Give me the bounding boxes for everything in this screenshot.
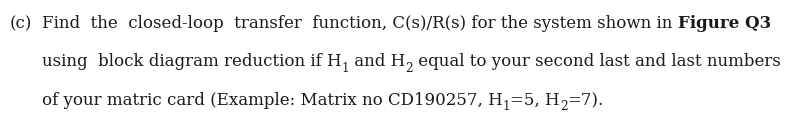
Text: (c): (c) — [10, 15, 33, 32]
Text: and H: and H — [349, 53, 406, 70]
Text: 2: 2 — [406, 61, 413, 74]
Text: =5, H: =5, H — [510, 92, 560, 109]
Text: of your matric card (Example: Matrix no CD190257, H: of your matric card (Example: Matrix no … — [42, 92, 503, 109]
Text: Figure Q3: Figure Q3 — [677, 15, 771, 32]
Text: equal to your second last and last numbers: equal to your second last and last numbe… — [413, 53, 781, 70]
Text: using  block diagram reduction if H: using block diagram reduction if H — [42, 53, 342, 70]
Text: =7).: =7). — [567, 92, 604, 109]
Text: 2: 2 — [560, 101, 567, 113]
Text: Find  the  closed-loop  transfer  function, C(s)/R(s) for the system shown in: Find the closed-loop transfer function, … — [42, 15, 677, 32]
Text: 1: 1 — [342, 61, 349, 74]
Text: 1: 1 — [503, 101, 510, 113]
